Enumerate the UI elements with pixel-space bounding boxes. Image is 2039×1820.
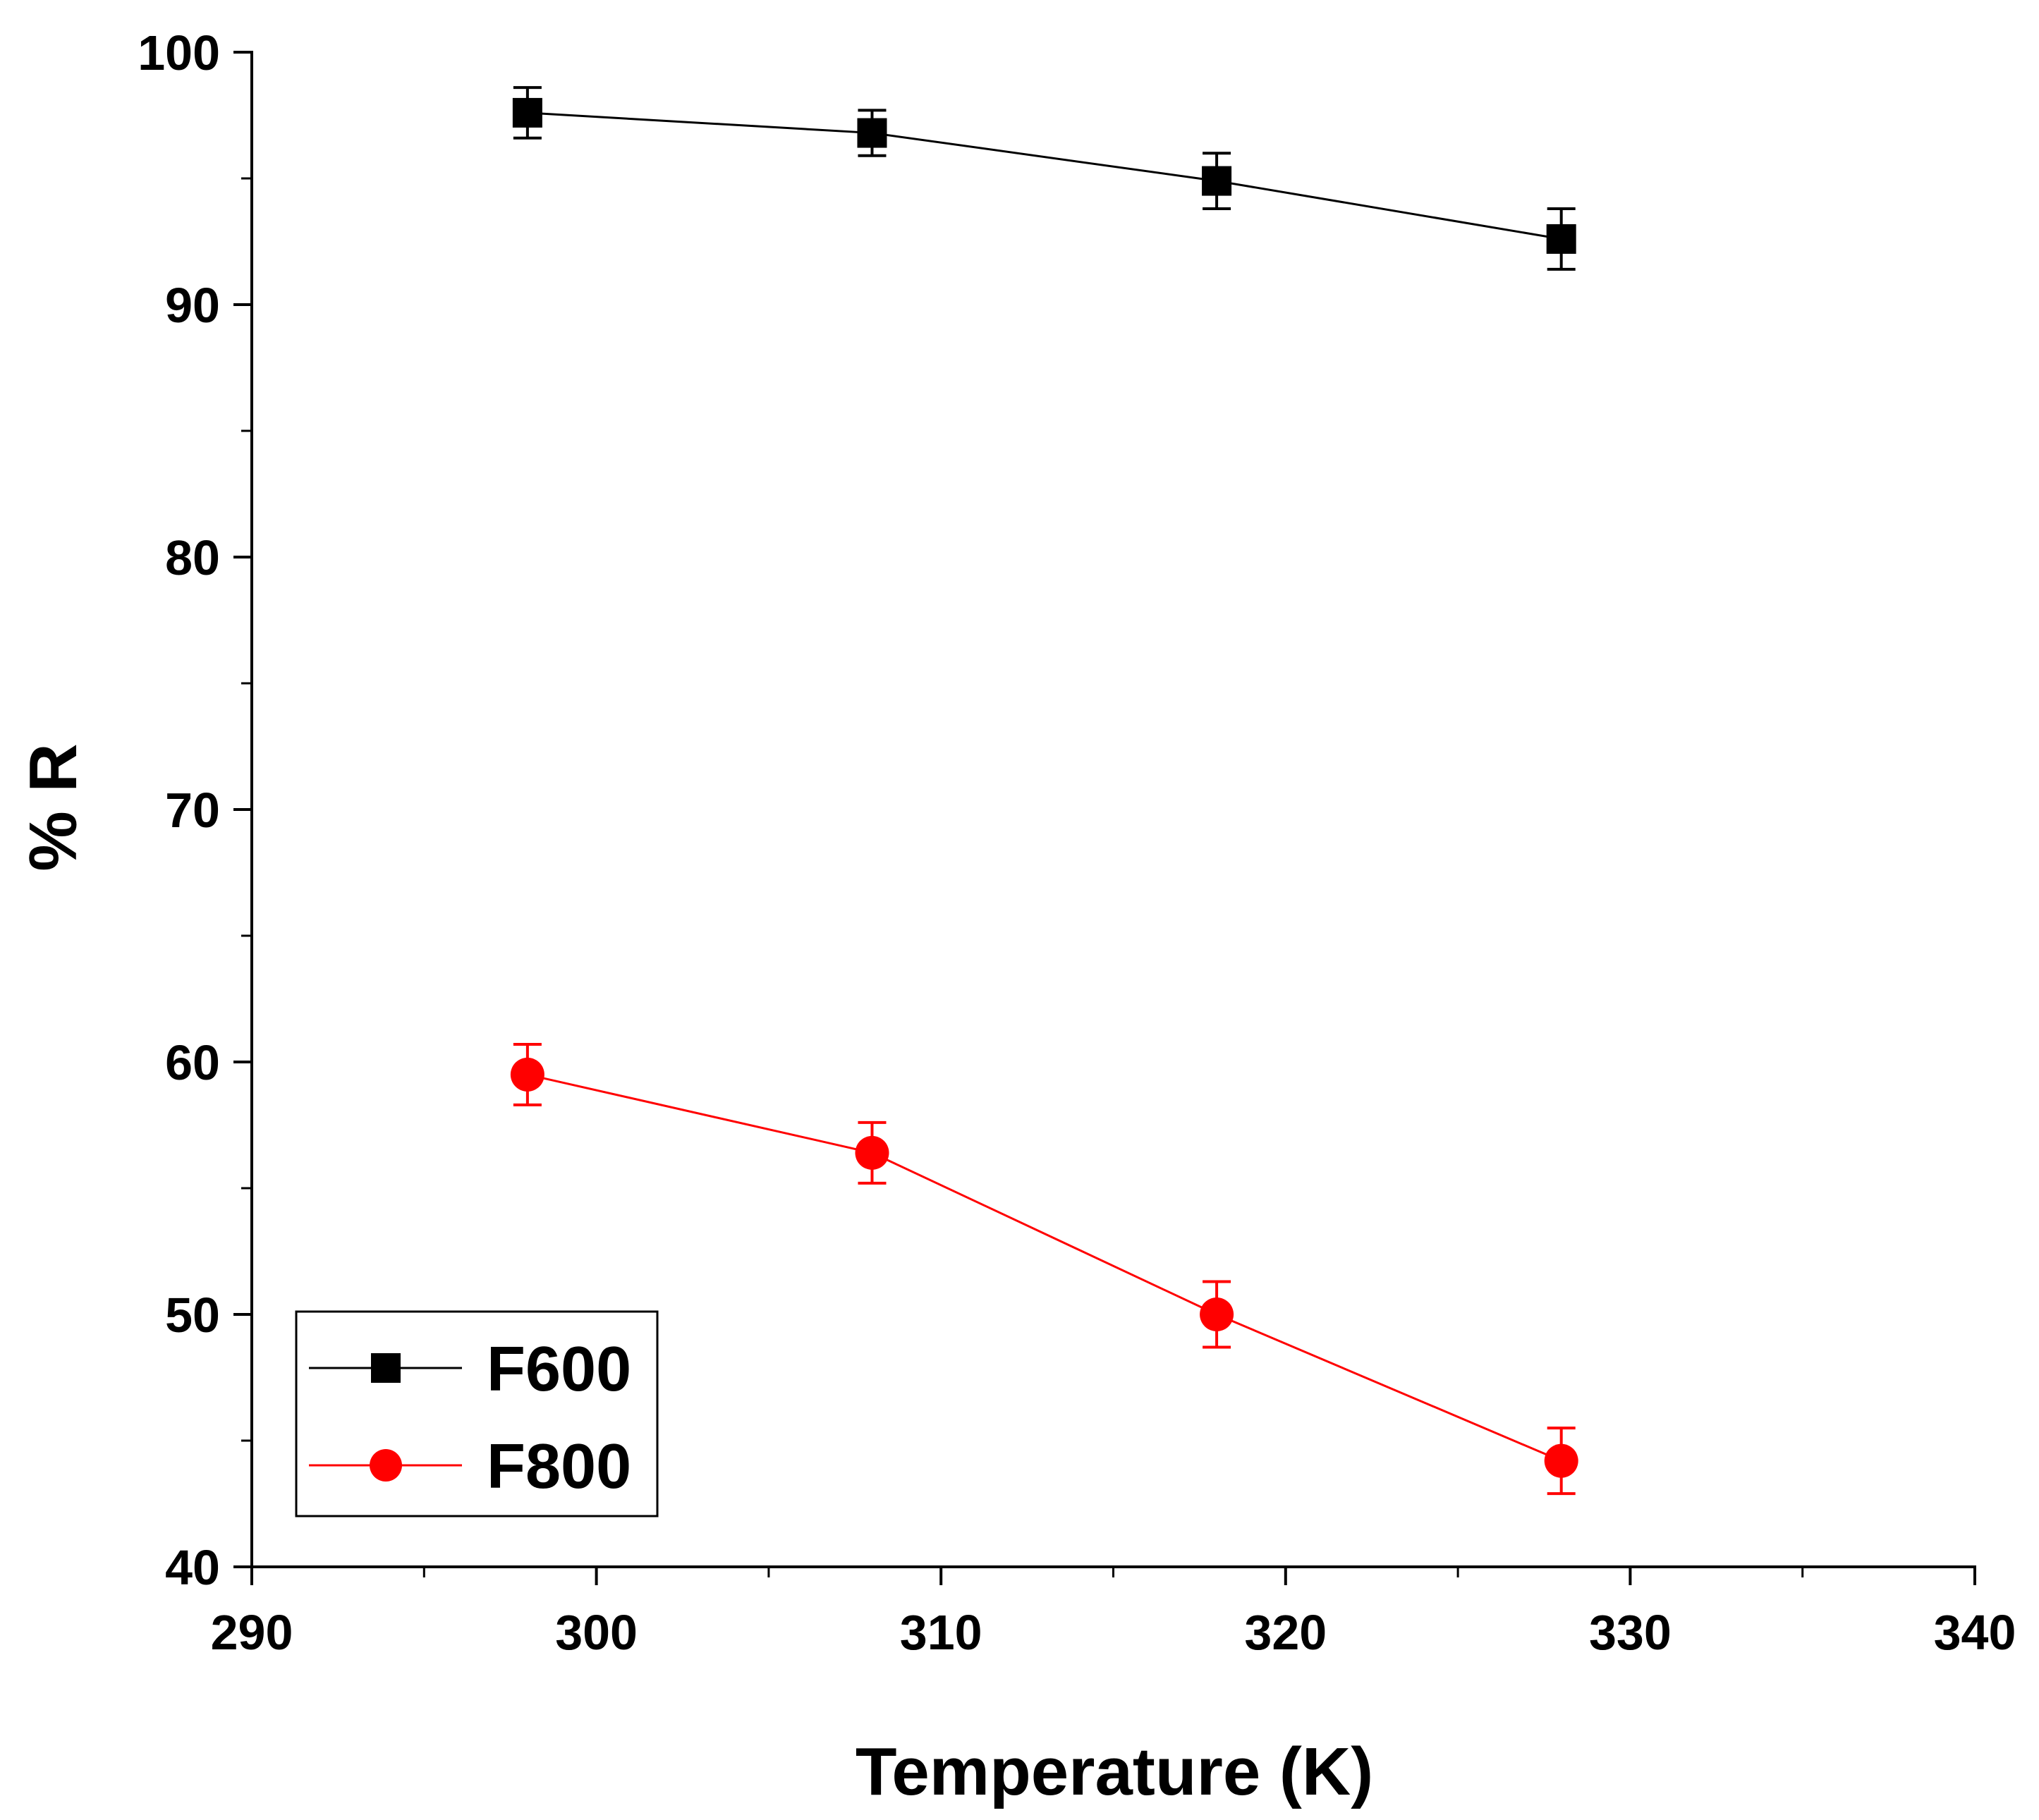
x-tick-label: 290 bbox=[211, 1605, 293, 1660]
legend-label-f600: F600 bbox=[487, 1334, 631, 1405]
x-tick-label: 300 bbox=[555, 1605, 638, 1660]
data-point-f600 bbox=[1546, 224, 1576, 254]
y-tick-label: 40 bbox=[165, 1540, 220, 1595]
x-tick-label: 320 bbox=[1244, 1605, 1327, 1660]
legend-marker-f600 bbox=[371, 1353, 401, 1383]
y-tick-label: 100 bbox=[138, 25, 220, 80]
y-tick-label: 60 bbox=[165, 1035, 220, 1090]
legend-box bbox=[295, 1310, 659, 1517]
data-point-f800 bbox=[855, 1135, 889, 1170]
x-axis-title: Temperature (K) bbox=[856, 1734, 1373, 1809]
data-point-f800 bbox=[1544, 1443, 1578, 1478]
ticks: 290 300 310 320 330 340 40 50 60 70 80 90 100 bbox=[138, 25, 2016, 1660]
series-line-f600 bbox=[527, 111, 1562, 240]
series-layer bbox=[510, 86, 1578, 1496]
y-tick-label: 90 bbox=[165, 278, 220, 333]
data-point-f600 bbox=[1202, 166, 1232, 196]
series-f600 bbox=[512, 86, 1576, 271]
data-point-f600 bbox=[857, 118, 887, 148]
y-tick-label: 80 bbox=[165, 530, 220, 585]
series-line-f800 bbox=[527, 1073, 1562, 1462]
x-tick-label: 340 bbox=[1934, 1605, 2016, 1660]
legend: F600 F800 bbox=[295, 1310, 659, 1517]
y-tick-label: 50 bbox=[165, 1288, 220, 1343]
x-tick-label: 330 bbox=[1589, 1605, 1672, 1660]
y-axis-title: % R bbox=[16, 743, 91, 871]
legend-label-f800: F800 bbox=[487, 1431, 631, 1502]
data-point-f600 bbox=[512, 97, 542, 128]
x-tick-label: 310 bbox=[900, 1605, 982, 1660]
y-tick-label: 70 bbox=[165, 783, 220, 838]
data-point-f800 bbox=[1200, 1297, 1234, 1331]
legend-marker-f800 bbox=[370, 1449, 402, 1482]
data-point-f800 bbox=[510, 1057, 544, 1092]
series-f800 bbox=[510, 1042, 1578, 1496]
